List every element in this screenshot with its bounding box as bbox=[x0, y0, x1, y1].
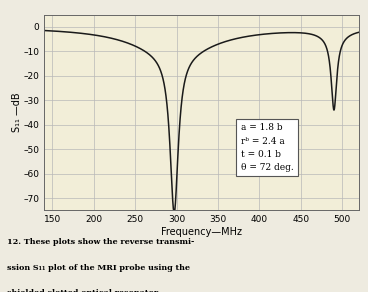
Text: shielded slotted optical resonator.: shielded slotted optical resonator. bbox=[7, 289, 160, 292]
Y-axis label: S₁₁ —dB: S₁₁ —dB bbox=[12, 93, 22, 132]
Text: ssion S₁₁ plot of the MRI probe using the: ssion S₁₁ plot of the MRI probe using th… bbox=[7, 264, 190, 272]
Text: a = 1.8 b
rᵇ = 2.4 a
t = 0.1 b
θ = 72 deg.: a = 1.8 b rᵇ = 2.4 a t = 0.1 b θ = 72 de… bbox=[241, 123, 294, 172]
Text: 12. These plots show the reverse transmi-: 12. These plots show the reverse transmi… bbox=[7, 238, 195, 246]
X-axis label: Frequency—MHz: Frequency—MHz bbox=[161, 227, 242, 237]
